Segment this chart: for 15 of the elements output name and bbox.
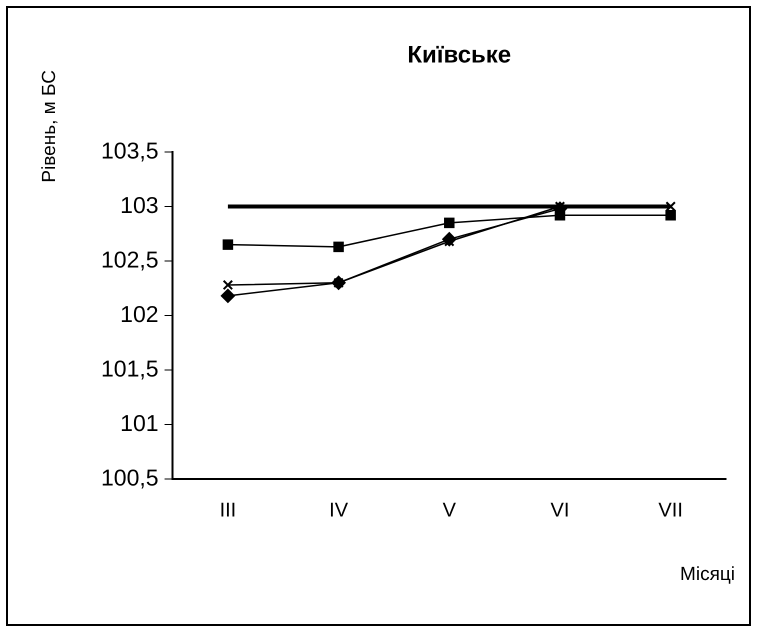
x-tick-label: VII <box>658 500 683 522</box>
y-tick-label: 101 <box>120 410 159 436</box>
x-tick-label: VI <box>550 500 570 522</box>
y-tick-label: 102,5 <box>100 246 159 272</box>
x-tick-label: V <box>442 500 457 522</box>
y-tick-label: 100,5 <box>100 464 159 490</box>
y-tick-label: 101,5 <box>100 355 159 382</box>
x-tick-label: IV <box>329 500 349 522</box>
y-tick-label: 102 <box>120 300 159 327</box>
chart-title: Київське <box>407 42 512 69</box>
x-tick-label: III <box>220 500 236 522</box>
y-axis-title: Рівень, м БС <box>39 70 60 183</box>
x-axis-title: Місяці <box>680 564 735 586</box>
y-tick-label: 103,5 <box>100 137 159 164</box>
y-tick-label: 103 <box>120 192 159 218</box>
